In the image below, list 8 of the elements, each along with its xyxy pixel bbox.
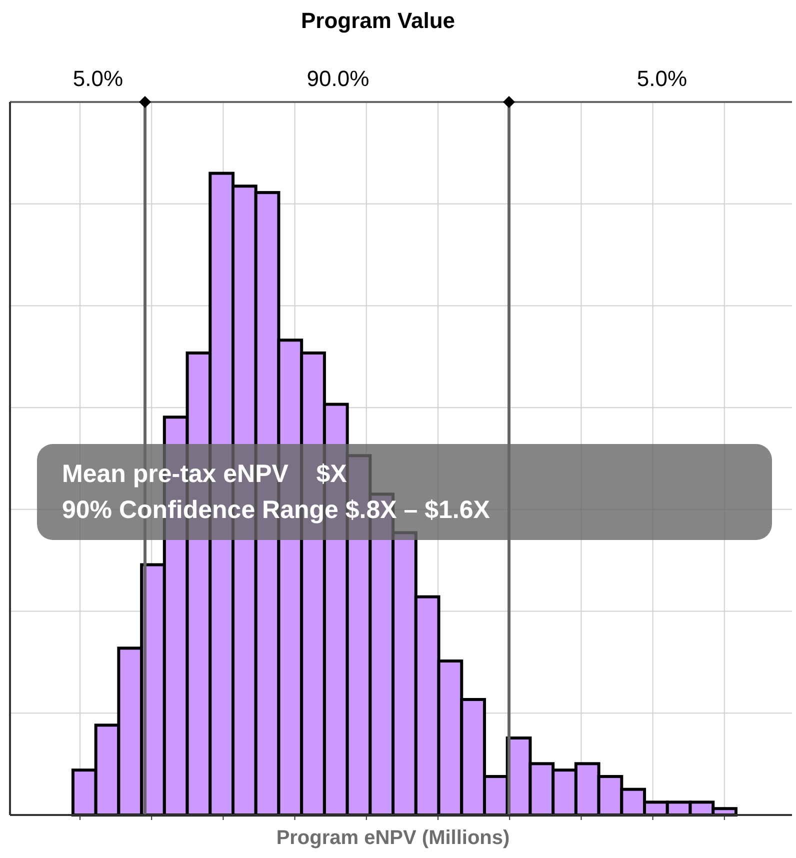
text: 90.0% — [306, 66, 370, 91]
text: 5.0% — [636, 66, 688, 91]
x-axis-title: Program eNPV (Millions) — [276, 827, 510, 849]
chart-title: Program Value — [300, 8, 456, 33]
note-box: Mean pre-tax eNPV $X 90% Confidence Range $.8X – $1.6X — [37, 444, 772, 540]
annotation: 90% Confidence Range $.8X – $1.6X — [62, 496, 490, 524]
annotation: Mean pre-tax eNPV $X — [62, 460, 348, 488]
text: 5.0% — [72, 66, 124, 91]
